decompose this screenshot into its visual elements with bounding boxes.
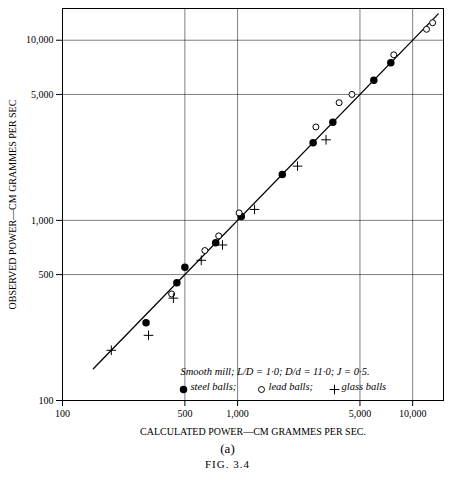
svg-text:lead balls;: lead balls; — [269, 381, 314, 392]
svg-text:100: 100 — [55, 408, 70, 419]
svg-text:glass balls: glass balls — [342, 381, 387, 392]
svg-text:1,000: 1,000 — [31, 215, 54, 226]
html-text:(a): (a) — [220, 441, 235, 456]
svg-text:10,000: 10,000 — [399, 408, 427, 419]
svg-text:10,000: 10,000 — [26, 34, 54, 45]
svg-text:steel balls;: steel balls; — [191, 381, 237, 392]
svg-text:OBSERVED POWER—CM GRAMMES PER: OBSERVED POWER—CM GRAMMES PER SEC — [7, 99, 18, 309]
svg-text:5,000: 5,000 — [31, 89, 54, 100]
svg-text:Smooth mill; L/D = 1·0; D/d =: Smooth mill; L/D = 1·0; D/d = 11·0; J = … — [181, 366, 370, 377]
svg-text:5,000: 5,000 — [349, 408, 372, 419]
svg-text:500: 500 — [39, 269, 54, 280]
svg-text:1,000: 1,000 — [226, 408, 249, 419]
svg-text:100: 100 — [39, 395, 54, 406]
html-text:FIG. 3.4: FIG. 3.4 — [205, 458, 250, 470]
svg-text:CALCULATED POWER—CM GRAMMES PE: CALCULATED POWER—CM GRAMMES PER SEC. — [140, 426, 366, 437]
svg-text:500: 500 — [177, 408, 192, 419]
